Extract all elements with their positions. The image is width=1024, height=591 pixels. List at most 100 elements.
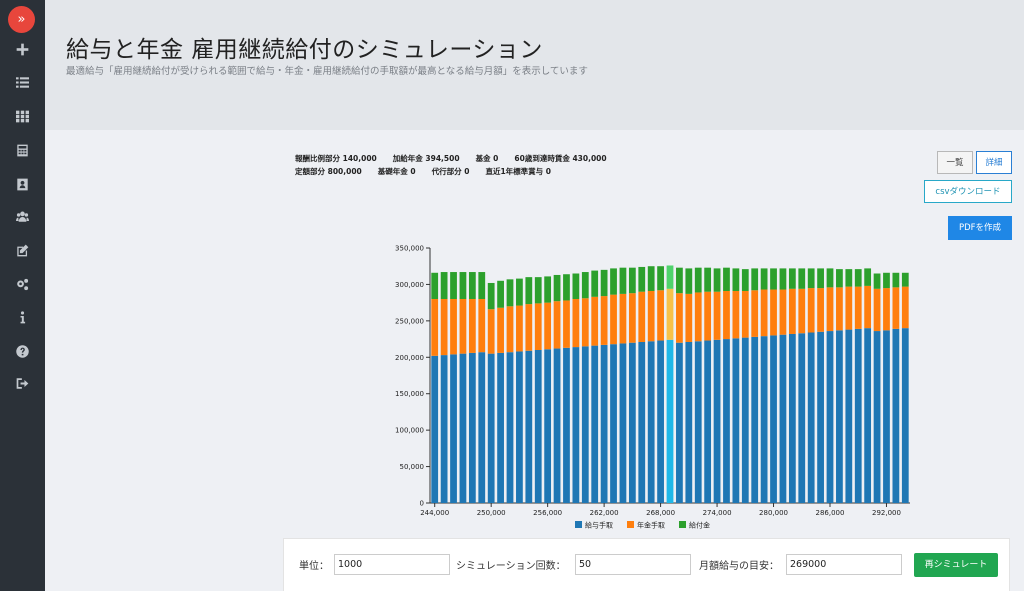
bar-salary — [901, 328, 909, 503]
bar-benefit — [704, 267, 712, 292]
bar-benefit — [563, 274, 570, 301]
detail-view-button[interactable]: 詳細 — [976, 151, 1012, 174]
bar-salary — [666, 339, 674, 503]
legend-label: 年金手取 — [637, 521, 665, 530]
bar-benefit — [892, 272, 900, 288]
bar-salary — [553, 348, 561, 503]
x-tick-label: 280,000 — [759, 509, 788, 517]
page-header — [45, 0, 1024, 130]
bar-pension — [450, 299, 457, 355]
bar-benefit — [619, 267, 627, 294]
bar-salary — [770, 335, 777, 503]
bar-benefit — [647, 266, 655, 291]
bar-pension — [817, 288, 824, 332]
list-icon[interactable] — [0, 72, 45, 92]
contact-card-icon[interactable] — [0, 174, 45, 194]
summary-item: 定額部分 800,000 — [295, 167, 362, 176]
x-tick-label: 268,000 — [646, 509, 675, 517]
bar-pension — [534, 303, 542, 350]
summary-item: 基金 0 — [475, 154, 499, 163]
bar-pension — [516, 305, 523, 352]
bar-pension — [751, 290, 759, 337]
bar-salary — [760, 336, 768, 503]
target-salary-input[interactable] — [786, 554, 902, 575]
bar-pension — [845, 286, 853, 330]
bar-pension — [638, 291, 646, 342]
bar-benefit — [807, 268, 815, 289]
bar-pension — [619, 293, 627, 344]
bar-pension — [826, 287, 834, 332]
bar-benefit — [657, 266, 664, 291]
bar-pension — [676, 293, 683, 343]
info-icon[interactable] — [0, 307, 45, 327]
bar-salary — [431, 355, 439, 503]
bar-pension — [468, 299, 476, 353]
users-icon[interactable] — [0, 206, 45, 226]
bar-pension — [873, 288, 881, 332]
summary-item: 報酬比例部分 140,000 — [295, 154, 377, 163]
bar-pension — [657, 290, 664, 341]
list-view-button[interactable]: 一覧 — [937, 151, 973, 174]
legend-swatch — [627, 521, 634, 528]
bar-benefit — [873, 273, 881, 289]
page-title: 給与と年金 雇用継続給付のシミュレーション — [66, 37, 543, 63]
x-tick-label: 286,000 — [816, 509, 845, 517]
bar-pension — [788, 288, 796, 334]
stacked-bar-chart: 0 50,000 100,000 150,000 200,000 250,000 300,0… — [395, 245, 910, 530]
bar-pension — [704, 291, 712, 341]
bar-pension — [591, 296, 599, 346]
bar-salary — [723, 339, 730, 503]
bar-benefit — [817, 268, 824, 289]
bar-salary — [497, 352, 504, 503]
help-icon[interactable] — [0, 341, 45, 361]
bar-salary — [741, 337, 749, 503]
bar-pension — [807, 288, 815, 333]
unit-input[interactable] — [334, 554, 450, 575]
sidebar-toggle-button[interactable]: » — [8, 6, 35, 33]
create-pdf-button[interactable]: PDFを作成 — [948, 216, 1012, 240]
bar-benefit — [732, 268, 740, 291]
bar-benefit — [798, 268, 806, 289]
bar-salary — [619, 343, 627, 503]
target-salary-label: 月額給与の目安： — [699, 561, 779, 572]
calculator-icon[interactable] — [0, 140, 45, 160]
bar-pension — [760, 289, 768, 337]
plus-icon[interactable] — [0, 39, 45, 59]
grid-icon[interactable] — [0, 106, 45, 126]
cogs-icon[interactable] — [0, 274, 45, 294]
sign-out-icon[interactable] — [0, 373, 45, 393]
edit-icon[interactable] — [0, 240, 45, 260]
bar-benefit — [788, 268, 796, 289]
bar-pension — [732, 290, 740, 339]
bar-salary — [836, 330, 843, 503]
y-tick-label: 350,000 — [395, 245, 424, 253]
x-tick-label: 292,000 — [872, 509, 901, 517]
bar-pension — [563, 300, 570, 348]
summary-item: 直近1年標準賞与 0 — [485, 167, 552, 176]
bar-benefit — [854, 269, 862, 287]
x-tick-label: 256,000 — [533, 509, 562, 517]
bar-pension — [600, 296, 608, 345]
bar-pension — [431, 299, 439, 356]
x-tick-label: 244,000 — [420, 509, 449, 517]
bar-salary — [544, 349, 552, 503]
bar-salary — [779, 334, 787, 503]
bar-benefit — [779, 268, 787, 290]
bar-salary — [694, 341, 702, 503]
bar-salary — [873, 331, 881, 503]
bar-salary — [657, 340, 664, 503]
bar-benefit — [544, 276, 552, 303]
csv-download-button[interactable]: csvダウンロード — [924, 180, 1012, 203]
bar-benefit — [440, 272, 448, 299]
simulation-count-input[interactable] — [575, 554, 691, 575]
bar-benefit — [638, 266, 646, 292]
bar-benefit — [770, 268, 777, 290]
bar-pension — [628, 293, 636, 343]
bar-salary — [487, 353, 495, 503]
summary-item: 代行部分 0 — [431, 167, 470, 176]
y-tick-label: 150,000 — [395, 390, 424, 398]
bar-pension — [779, 289, 787, 335]
legend-label: 給付金 — [689, 521, 710, 530]
bar-benefit — [525, 277, 533, 305]
resimulate-button[interactable]: 再シミュレート — [914, 553, 998, 577]
